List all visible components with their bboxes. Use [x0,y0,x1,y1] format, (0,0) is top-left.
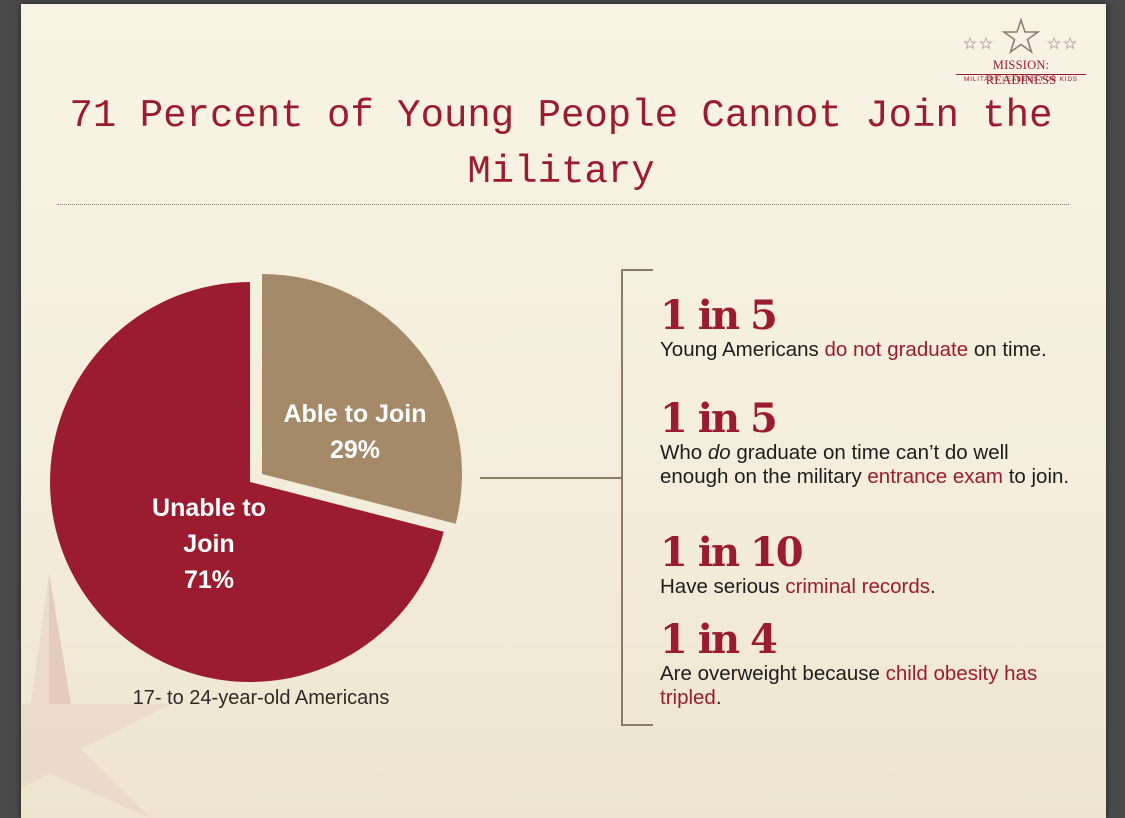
description-text: on time. [968,338,1047,361]
mission-readiness-logo: MISSION: READINESS MILITARY LEADERS FOR … [956,17,1086,88]
stats-bracket [621,269,653,726]
stat-description: Who do graduate on time can’t do well en… [660,441,1080,489]
pie-label-unable: Unable to Join 71% [152,494,266,594]
logo-stars-icon [963,17,1077,55]
stat-figure: 1 in 10 [660,529,804,576]
description-text: Who [660,441,708,464]
description-text: Are overweight because [660,662,886,685]
highlighted-text: child obesity has tripled [660,662,1038,709]
highlighted-text: do not graduate [824,338,969,361]
description-text: graduate on time can’t do well enough on… [660,441,1009,488]
slide: MISSION: READINESS MILITARY LEADERS FOR … [21,4,1106,818]
description-text: Young Americans [660,338,825,361]
page-title: 71 Percent of Young People Cannot Join t… [69,94,1053,194]
pie-slice-unable [49,282,444,683]
highlighted-text: entrance exam [867,465,1004,488]
stat-obesity: 1 in 4 Are overweight because child obes… [660,618,1080,710]
pie-label-line: 71% [184,566,234,594]
stat-description: Are overweight because child obesity has… [660,662,1080,710]
stat-criminal-records: 1 in 10 Have serious criminal records. [660,531,1080,599]
stat-graduation: 1 in 5 Young Americans do not graduate o… [660,294,1080,362]
pie-caption: 17- to 24-year-old Americans [132,687,390,709]
pie-label-able: Able to Join 29% [283,400,426,464]
stat-figure: 1 in 4 [660,616,778,663]
title-divider [57,204,1069,205]
stat-figure: 1 in 5 [660,292,778,339]
stat-description: Young Americans do not graduate on time. [660,338,1080,362]
logo-title: MISSION: READINESS [985,58,1057,87]
logo-subtitle: MILITARY LEADERS FOR KIDS [956,74,1086,83]
pie-slice-able [262,274,462,524]
pie-label-line: Unable to [152,494,266,522]
pie-chart: Unable to Join 71% Able to Join 29% [49,274,462,683]
pie-label-line: 29% [330,436,380,464]
description-text: do [707,441,731,464]
connector-line [480,477,621,479]
pie-label-line: Able to Join [283,400,426,428]
description-text: Have serious [660,575,786,598]
stat-figure: 1 in 5 [660,395,778,442]
stat-description: Have serious criminal records. [660,575,1080,599]
description-text: to join. [1003,465,1070,488]
description-text: . [715,686,722,709]
stat-entrance-exam: 1 in 5 Who do graduate on time can’t do … [660,397,1080,489]
highlighted-text: criminal records [785,575,931,598]
description-text: . [930,575,936,598]
pie-label-line: Join [183,530,234,558]
